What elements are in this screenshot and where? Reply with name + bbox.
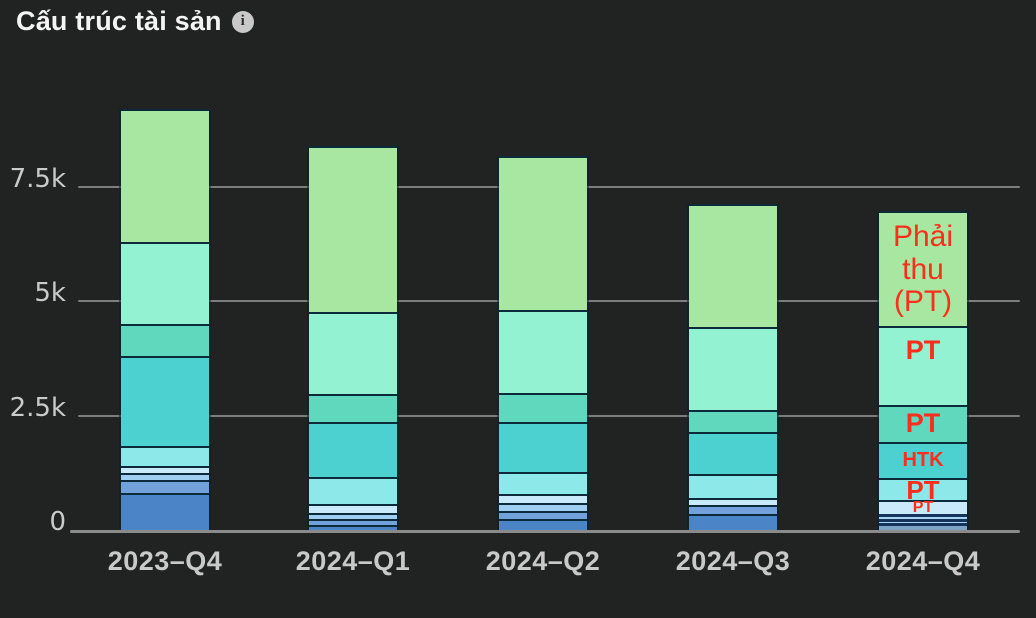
bar-2024–Q2-segment-green[interactable] [499,155,587,310]
bar-2024–Q4-segment-tealgreen[interactable]: PT [879,404,967,442]
bar-2023–Q4-segment-tealgreen[interactable] [121,324,209,357]
bar-2024–Q2[interactable] [497,155,589,530]
bar-2024–Q3-segment-mint[interactable] [689,326,777,410]
x-axis-tick-2024–Q1: 2024–Q1 [295,546,411,576]
bar-2024–Q4-segment-aqua[interactable]: PT [879,474,967,505]
bar-2023–Q4-segment-lightblue[interactable] [121,473,209,481]
bar-2024–Q4-segment-navy[interactable] [879,522,967,526]
bar-2024–Q2-segment-paleblue[interactable] [499,494,587,503]
bar-2024–Q4-segment-lightstripe[interactable] [879,516,967,519]
info-icon[interactable]: i [231,10,254,33]
bar-2023–Q4-segment-green[interactable] [121,108,209,243]
bar-2024–Q3-segment-tealgreen[interactable] [689,409,777,432]
bar-2023–Q4-segment-mint[interactable] [121,242,209,325]
bar-2024–Q3[interactable] [687,203,779,530]
x-axis-tick-2024–Q3: 2024–Q3 [675,546,791,576]
bar-2024–Q3-segment-green[interactable] [689,203,777,327]
bar-2024–Q1-segment-mint[interactable] [309,312,397,395]
y-axis-tick-0: 0 [49,507,66,537]
page-title: Cấu trúc tài sản [16,6,222,36]
bar-2024–Q4-segment-lightstripe[interactable] [879,521,967,523]
bar-2024–Q4-segment-green[interactable]: Phải thu (PT) [879,211,967,327]
bar-2024–Q2-segment-teal[interactable] [499,421,587,472]
x-axis-tick-2024–Q4: 2024–Q4 [865,546,981,576]
bar-2024–Q3-segment-paleblue[interactable] [689,497,777,505]
bar-2024–Q3-segment-teal[interactable] [689,431,777,474]
bar-2024–Q1-segment-slateblue[interactable] [309,518,397,525]
bar-2024–Q2-segment-slateblue[interactable] [499,510,587,520]
annotation-PT: PT [905,335,941,366]
bar-2024–Q2-segment-blue[interactable] [499,519,587,530]
bar-2024–Q1-segment-blue[interactable] [309,524,397,530]
x-axis-baseline [70,530,1020,533]
annotation-HTK: HTK [902,448,944,471]
y-axis-tick-7.5k: 7.5k [9,164,66,195]
bar-2024–Q3-segment-slateblue[interactable] [689,504,777,514]
bar-2024–Q1-segment-lightblue[interactable] [309,513,397,519]
bar-2024–Q4-segment-mint[interactable]: PT [879,326,967,405]
x-axis-tick-2024–Q2: 2024–Q2 [485,546,601,576]
bar-2024–Q1-segment-teal[interactable] [309,422,397,477]
bar-2024–Q3-segment-aqua[interactable] [689,473,777,498]
bar-2024–Q4[interactable]: Phải thu (PT) PT PT HTK PT PT [877,211,969,530]
bar-2024–Q2-segment-mint[interactable] [499,309,587,393]
bar-2024–Q4-segment-teal[interactable]: HTK [879,441,967,478]
x-axis-tick-2023–Q4: 2023–Q4 [107,546,223,576]
bar-2024–Q1-segment-paleblue[interactable] [309,503,397,514]
bar-2024–Q2-segment-aqua[interactable] [499,471,587,495]
bar-2023–Q4-segment-blue[interactable] [121,492,209,530]
bar-2024–Q4-segment-navy[interactable] [879,518,967,522]
bar-2023–Q4[interactable] [119,108,211,530]
y-axis-tick-2.5k: 2.5k [9,392,66,423]
bar-2024–Q2-segment-lightblue[interactable] [499,502,587,511]
chart-header: Cấu trúc tài sản i [16,6,254,37]
y-axis-tick-5k: 5k [34,278,66,309]
annotation-PT: PT [905,408,941,439]
bar-2024–Q4-segment-navy[interactable] [879,513,967,517]
annotation-PT: PT [912,499,934,517]
annotation-Phải-thu-(PT): Phải thu (PT) [892,220,954,318]
bar-2024–Q1-segment-tealgreen[interactable] [309,394,397,423]
bar-2024–Q1[interactable] [307,145,399,530]
bar-2024–Q1-segment-green[interactable] [309,145,397,313]
bar-2024–Q4-segment-steelblue[interactable] [879,525,967,530]
bar-2024–Q3-segment-blue[interactable] [689,513,777,530]
bar-2023–Q4-segment-teal[interactable] [121,356,209,447]
bar-2023–Q4-segment-aqua[interactable] [121,446,209,467]
bar-2024–Q1-segment-aqua[interactable] [309,476,397,504]
bar-2023–Q4-segment-slateblue[interactable] [121,480,209,493]
bar-2023–Q4-segment-paleblue[interactable] [121,466,209,474]
bar-2024–Q4-segment-paleblue[interactable]: PT [879,499,967,517]
annotation-PT: PT [906,474,940,505]
bar-2024–Q2-segment-tealgreen[interactable] [499,392,587,422]
